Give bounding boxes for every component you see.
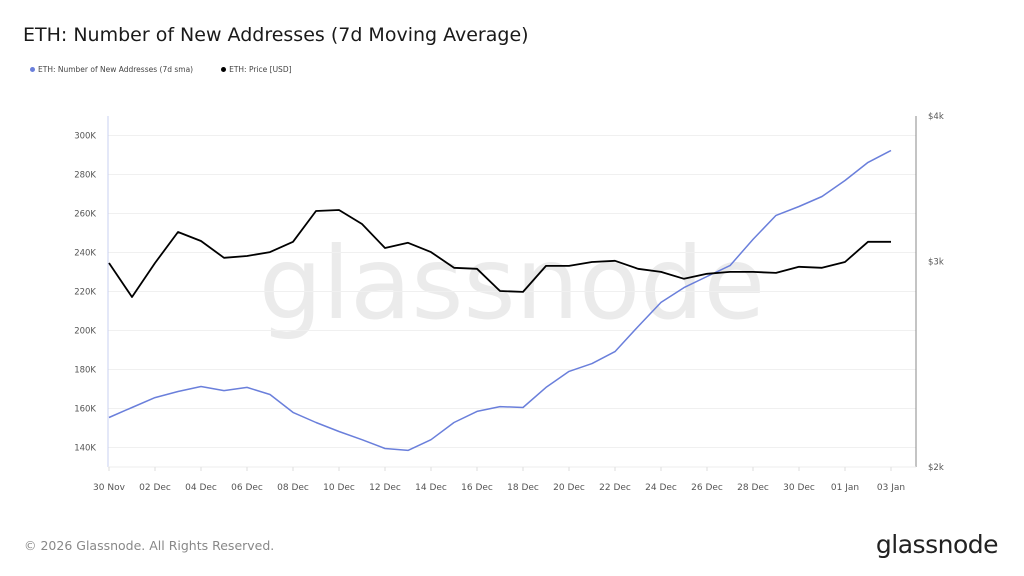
x-tick-label: 22 Dec [599, 483, 631, 493]
legend-item-price[interactable]: ETH: Price [USD] [221, 65, 292, 74]
x-tick-label: 30 Nov [93, 483, 126, 493]
legend-item-new-addresses[interactable]: ETH: Number of New Addresses (7d sma) [30, 65, 193, 74]
x-tick-label: 10 Dec [323, 483, 355, 493]
x-tick-label: 26 Dec [691, 483, 723, 493]
x-tick-label: 20 Dec [553, 483, 585, 493]
x-tick-label: 16 Dec [461, 483, 493, 493]
x-tick-label: 02 Dec [139, 483, 171, 493]
x-tick-label: 03 Jan [877, 483, 905, 493]
x-tick-label: 01 Jan [831, 483, 859, 493]
legend-dot-icon [221, 67, 227, 72]
x-tick-label: 28 Dec [737, 483, 769, 493]
chart-title: ETH: Number of New Addresses (7d Moving … [23, 24, 529, 46]
x-tick-label: 24 Dec [645, 483, 677, 493]
y-left-tick-label: 180K [74, 366, 96, 376]
x-tick-label: 14 Dec [415, 483, 447, 493]
legend-dot-icon [30, 67, 35, 72]
glassnode-logo: glassnode [875, 530, 999, 559]
copyright: © 2026 Glassnode. All Rights Reserved. [24, 538, 275, 553]
y-left-tick-label: 280K [74, 171, 96, 181]
y-left-tick-label: 300K [74, 132, 96, 142]
y-right-tick-label: $2k [928, 463, 944, 473]
y-left-tick-label: 200K [74, 327, 96, 337]
x-tick-label: 30 Dec [783, 483, 815, 493]
y-right-tick-label: $4k [928, 112, 944, 122]
y-left-tick-label: 140K [74, 444, 96, 454]
y-right-tick-label: $3k [928, 258, 944, 268]
y-left-tick-label: 240K [74, 249, 96, 259]
legend: ETH: Number of New Addresses (7d sma) ET… [30, 65, 292, 74]
watermark: glassnode [259, 225, 765, 342]
y-left-tick-label: 160K [74, 405, 96, 415]
legend-label: ETH: Number of New Addresses (7d sma) [38, 65, 194, 74]
y-left-tick-label: 260K [74, 210, 96, 220]
x-tick-label: 06 Dec [231, 483, 263, 493]
x-tick-label: 04 Dec [185, 483, 217, 493]
legend-label: ETH: Price [USD] [229, 65, 292, 74]
x-tick-label: 18 Dec [507, 483, 539, 493]
x-tick-label: 12 Dec [369, 483, 401, 493]
x-tick-label: 08 Dec [277, 483, 309, 493]
y-left-tick-label: 220K [74, 288, 96, 298]
